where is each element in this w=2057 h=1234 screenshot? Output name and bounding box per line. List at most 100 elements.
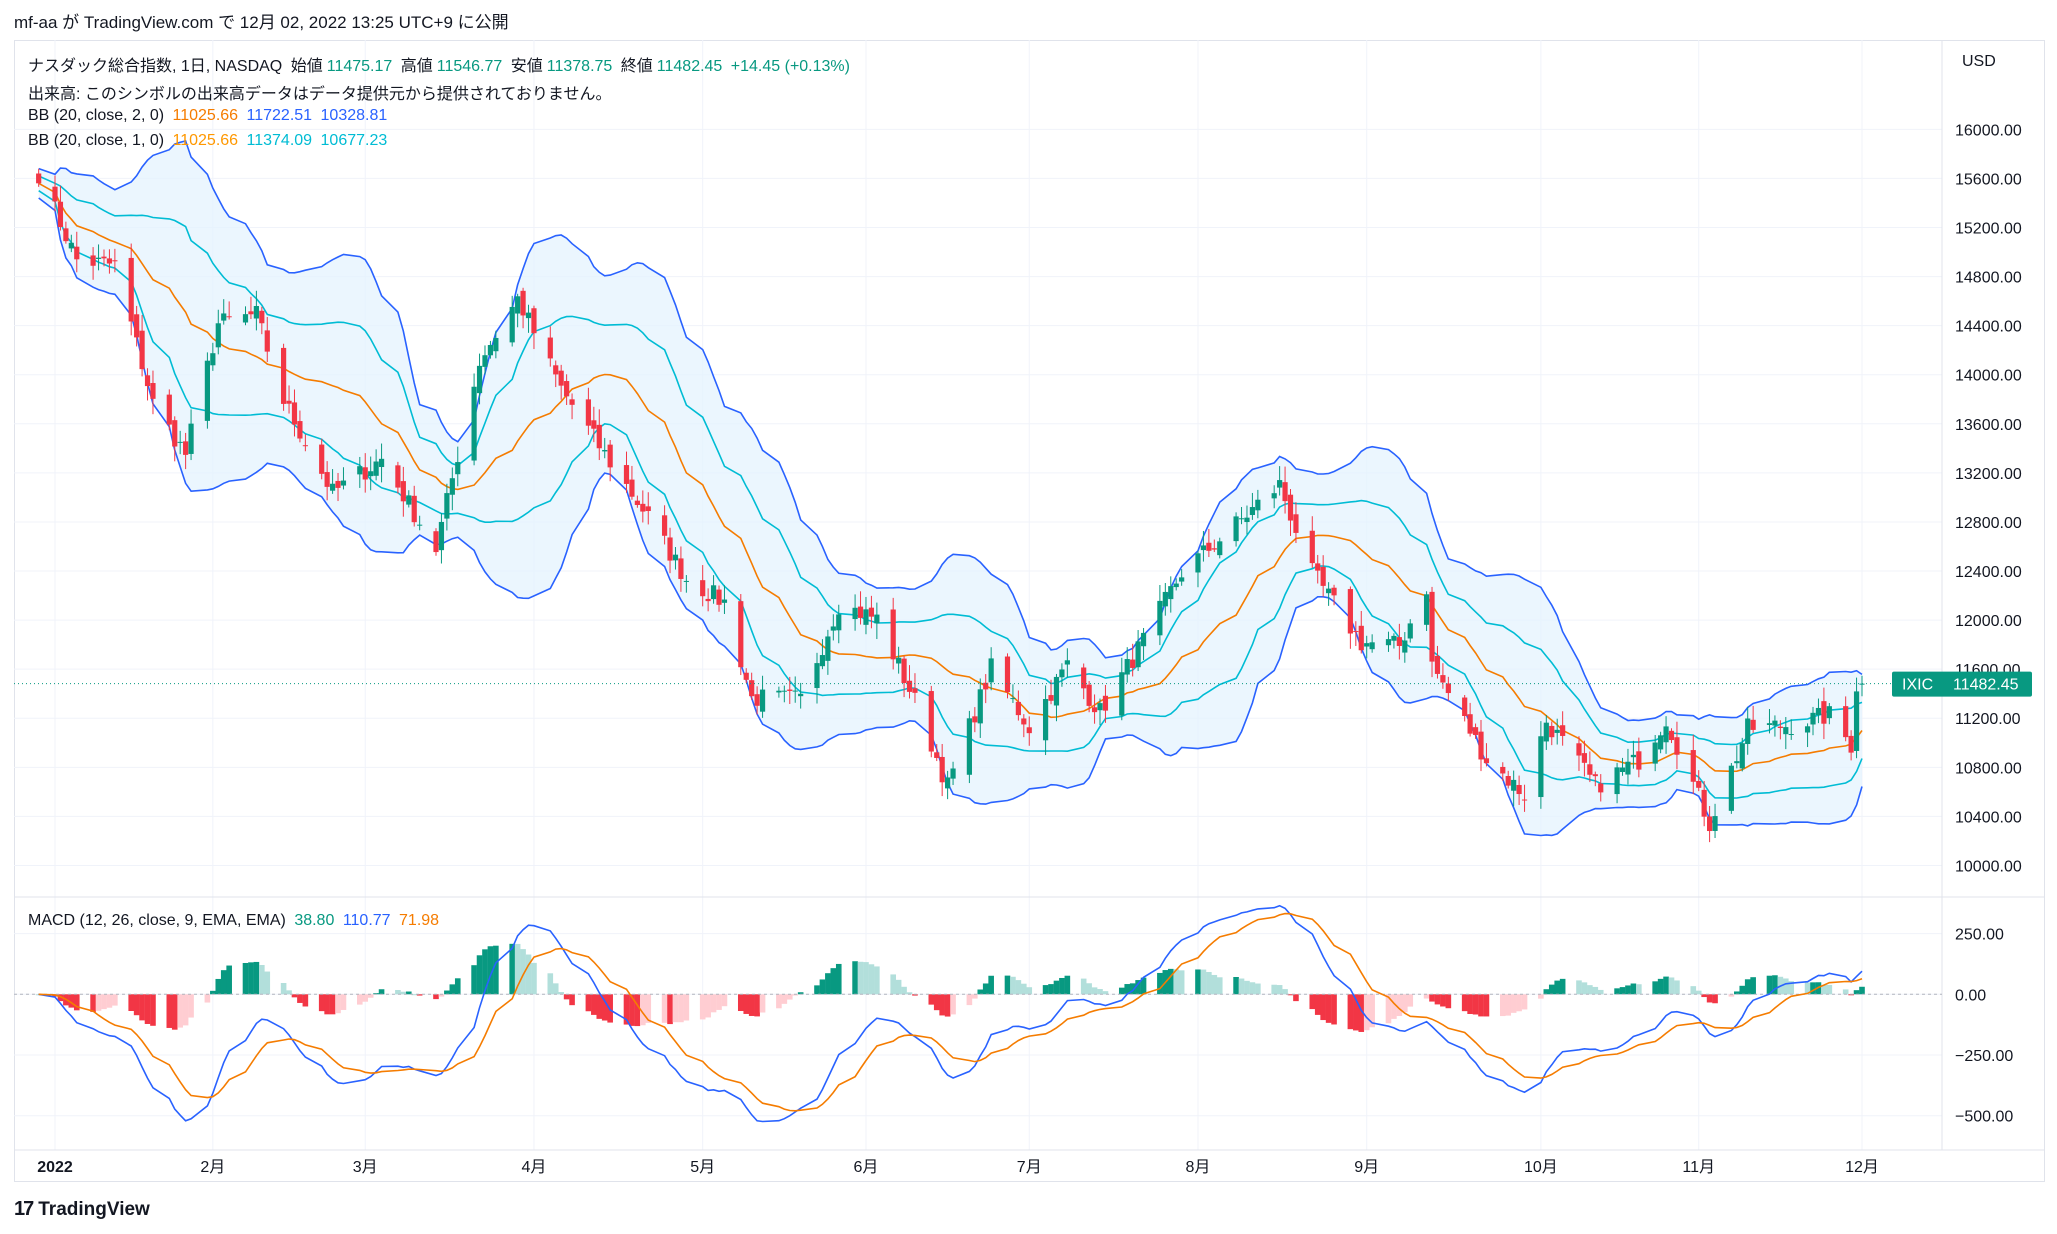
macd-histogram-bar: [1314, 994, 1321, 1015]
candle-body: [868, 607, 875, 617]
macd-histogram-bar: [792, 994, 799, 996]
time-tick-label: 6月: [854, 1159, 879, 1176]
candle-body: [1663, 726, 1669, 743]
candle-body: [1048, 695, 1054, 701]
macd-histogram-bar: [1657, 978, 1664, 995]
macd-histogram-bar: [950, 994, 956, 1015]
candle-body: [950, 768, 956, 779]
symbol-title[interactable]: ナスダック総合指数, 1日, NASDAQ: [28, 58, 283, 75]
candle-body: [1674, 737, 1680, 755]
macd-histogram-bar: [1625, 985, 1631, 995]
candle-body: [569, 399, 575, 405]
candle-body: [1097, 703, 1103, 711]
macd-histogram-bar: [1097, 989, 1103, 995]
candle-body: [150, 383, 156, 399]
macd-histogram-bar: [645, 994, 652, 1023]
macd-histogram-bar: [1004, 975, 1011, 995]
macd-histogram-bar: [944, 994, 951, 1017]
candle-body: [357, 466, 363, 475]
macd-histogram-bar: [297, 994, 303, 1003]
change-value: +14.45 (+0.13%): [730, 58, 850, 75]
macd-histogram-bar: [667, 994, 673, 1025]
candle-body: [830, 626, 836, 631]
bb1-legend[interactable]: BB (20, close, 1, 0) 11025.66 11374.09 1…: [28, 132, 391, 150]
candle-body: [1277, 480, 1283, 488]
candle-body: [373, 461, 379, 476]
macd-histogram-bar: [1402, 994, 1408, 1013]
macd-histogram-bar: [1358, 994, 1365, 1032]
macd-histogram-bar: [1821, 984, 1827, 995]
candle-body: [1091, 707, 1098, 713]
candle-body: [667, 537, 673, 561]
macd-histogram-bar: [1167, 968, 1174, 995]
macd-tick-label: −500.00: [1955, 1109, 2013, 1126]
candle-body: [215, 323, 221, 348]
macd-histogram-bar: [1206, 971, 1212, 995]
candle-body: [438, 521, 445, 551]
macd-histogram-bar: [1505, 994, 1512, 1016]
macd-histogram-bar: [1521, 994, 1528, 1010]
candle-body: [1777, 726, 1783, 728]
candle-body: [264, 330, 270, 352]
macd-legend[interactable]: MACD (12, 26, close, 9, EMA, EMA) 38.80 …: [28, 912, 443, 930]
macd-histogram-bar: [1053, 980, 1060, 995]
macd-histogram-bar: [177, 994, 183, 1028]
candle-body: [128, 257, 134, 322]
candle-body: [509, 306, 515, 343]
macd-histogram-bar: [1086, 983, 1092, 995]
macd-histogram-bar: [416, 994, 423, 996]
price-tick-label: 15600.00: [1955, 171, 2022, 188]
candle-body: [890, 609, 896, 660]
time-tick-label: 4月: [522, 1159, 547, 1176]
candle-body: [1462, 697, 1468, 717]
candle-body: [1124, 659, 1130, 675]
candle-body: [515, 296, 521, 314]
macd-histogram-bar: [1461, 994, 1468, 1012]
candle-body: [759, 689, 766, 712]
macd-histogram-bar: [863, 962, 869, 995]
candle-body: [939, 756, 945, 783]
macd-histogram-bar: [683, 994, 690, 1021]
candle-body: [1826, 706, 1832, 719]
macd-histogram-bar: [438, 994, 445, 997]
candle-body: [1331, 587, 1337, 596]
bb2-legend[interactable]: BB (20, close, 2, 0) 11025.66 11722.51 1…: [28, 107, 391, 125]
price-tick-label: 12400.00: [1955, 564, 2022, 581]
macd-histogram-bar: [395, 990, 401, 995]
candle-body: [792, 690, 798, 692]
macd-histogram-bar: [291, 994, 298, 998]
macd-histogram-bar: [737, 994, 744, 1012]
macd-histogram-bar: [1021, 983, 1027, 995]
candle-body: [166, 394, 172, 425]
candle-body: [966, 718, 972, 775]
candle-body: [787, 689, 793, 691]
macd-histogram-bar: [1347, 994, 1354, 1030]
macd-histogram-bar: [699, 994, 706, 1020]
candle-body: [368, 471, 374, 477]
macd-histogram-bar: [444, 990, 450, 995]
macd-histogram-bar: [1178, 970, 1185, 995]
candle-body: [172, 420, 178, 447]
candle-body: [406, 495, 412, 505]
macd-histogram-bar: [150, 994, 156, 1026]
candle-body: [1772, 720, 1778, 726]
candle-body: [945, 777, 951, 789]
candle-body: [863, 609, 869, 625]
macd-histogram-bar: [1516, 994, 1522, 1012]
candle-body: [476, 365, 483, 394]
candles: [14, 168, 1942, 843]
candle-body: [1407, 623, 1413, 639]
macd-histogram-bar: [329, 994, 336, 1015]
macd-histogram-bar: [400, 991, 407, 995]
macd-histogram-bar: [678, 994, 684, 1023]
macd-histogram-bar: [1385, 994, 1392, 1024]
candle-body: [896, 657, 902, 664]
tradingview-footer[interactable]: 17 TradingView: [14, 1198, 150, 1221]
candle-body: [52, 186, 58, 202]
candle-body: [1658, 735, 1664, 750]
macd-histogram-bar: [1587, 985, 1593, 995]
macd-histogram-bar: [874, 966, 880, 995]
candle-body: [1843, 706, 1849, 738]
macd-histogram-bar: [101, 994, 107, 1010]
